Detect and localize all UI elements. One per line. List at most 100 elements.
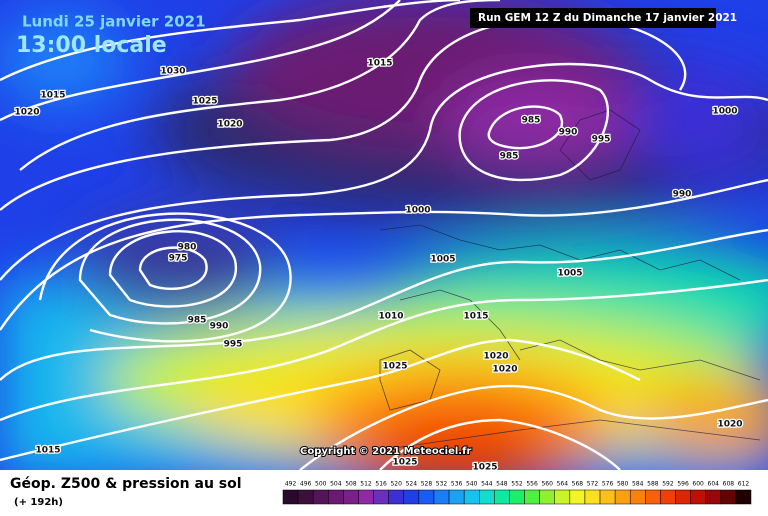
time-label: 13:00 locale bbox=[16, 33, 167, 58]
scale-label: 536 bbox=[451, 481, 463, 488]
isobar-label: 1015 bbox=[463, 312, 488, 322]
scale-label: 544 bbox=[481, 481, 493, 488]
scale-swatch bbox=[312, 489, 329, 505]
scale-swatch bbox=[463, 489, 480, 505]
isobar-label: 980 bbox=[178, 243, 197, 253]
scale-label: 556 bbox=[526, 481, 538, 488]
scale-swatch bbox=[584, 489, 601, 505]
scale-label: 516 bbox=[375, 481, 387, 488]
scale-swatch bbox=[479, 489, 495, 505]
isobar-label: 1025 bbox=[472, 463, 497, 473]
isobar-label: 985 bbox=[188, 316, 207, 326]
scale-label: 588 bbox=[647, 481, 659, 488]
scale-swatch bbox=[524, 489, 540, 505]
date-label: Lundi 25 janvier 2021 bbox=[22, 13, 206, 31]
scale-label: 596 bbox=[677, 481, 689, 488]
isobar-label: 990 bbox=[559, 128, 578, 138]
scale-swatch bbox=[629, 489, 646, 505]
footer-title: Géop. Z500 & pression au sol bbox=[10, 476, 242, 492]
scale-swatch bbox=[373, 489, 389, 505]
scale-label: 528 bbox=[421, 481, 433, 488]
isobar-label: 1020 bbox=[14, 108, 39, 118]
isobar-label: 1020 bbox=[217, 120, 242, 130]
scale-swatch bbox=[418, 489, 435, 505]
isobar-label: 990 bbox=[210, 322, 229, 332]
scale-label: 548 bbox=[496, 481, 508, 488]
scale-swatch bbox=[690, 489, 706, 505]
isobar-label: 1025 bbox=[392, 458, 417, 468]
scale-swatch bbox=[554, 489, 571, 505]
isobars bbox=[0, 0, 768, 470]
scale-swatch bbox=[282, 489, 299, 505]
scale-label: 492 bbox=[285, 481, 297, 488]
scale-swatch bbox=[328, 489, 344, 505]
isobar-label: 1010 bbox=[378, 312, 403, 322]
scale-swatch bbox=[297, 489, 314, 505]
scale-swatch bbox=[403, 489, 420, 505]
scale-swatch bbox=[343, 489, 359, 505]
scale-swatch bbox=[448, 489, 465, 505]
isobar-label: 1025 bbox=[192, 97, 217, 107]
isobar-label: 985 bbox=[500, 152, 519, 162]
scale-label: 496 bbox=[300, 481, 312, 488]
scale-label: 592 bbox=[662, 481, 674, 488]
scale-label: 568 bbox=[572, 481, 584, 488]
scale-label: 524 bbox=[406, 481, 418, 488]
scale-swatch bbox=[599, 489, 616, 505]
scale-swatch bbox=[494, 489, 510, 505]
scale-label: 604 bbox=[708, 481, 720, 488]
field bbox=[0, 0, 768, 470]
isobar-label: 1020 bbox=[492, 365, 517, 375]
isobar-label: 1005 bbox=[430, 255, 455, 265]
scale-label: 500 bbox=[315, 481, 327, 488]
copyright: Copyright © 2021 Meteociel.fr bbox=[300, 446, 471, 457]
scale-label: 552 bbox=[511, 481, 523, 488]
isobar-label: 995 bbox=[592, 135, 611, 145]
isobar-label: 985 bbox=[522, 116, 541, 126]
isobar-label: 1005 bbox=[557, 269, 582, 279]
scale-swatch bbox=[645, 489, 661, 505]
scale-label: 532 bbox=[436, 481, 448, 488]
isobar-label: 1015 bbox=[367, 59, 392, 69]
scale-label: 600 bbox=[692, 481, 704, 488]
scale-label: 572 bbox=[587, 481, 599, 488]
isobar-label: 1030 bbox=[160, 67, 185, 77]
isobar-label: 990 bbox=[673, 190, 692, 200]
scale-swatch bbox=[614, 489, 631, 505]
scale-swatch bbox=[720, 489, 737, 505]
scale-swatch bbox=[433, 489, 450, 505]
scale-swatch bbox=[358, 489, 374, 505]
footer-lead: (+ 192h) bbox=[14, 497, 63, 508]
isobar-label: 1000 bbox=[405, 206, 430, 216]
scale-label: 612 bbox=[738, 481, 750, 488]
scale-label: 608 bbox=[723, 481, 735, 488]
scale-swatch bbox=[388, 489, 405, 505]
isobar-label: 1015 bbox=[35, 446, 60, 456]
scale-label: 584 bbox=[632, 481, 644, 488]
scale-swatch bbox=[569, 489, 586, 505]
scale-swatch bbox=[539, 489, 555, 505]
isobar-label: 1020 bbox=[483, 352, 508, 362]
scale-label: 560 bbox=[541, 481, 553, 488]
isobar-label: 1025 bbox=[382, 362, 407, 372]
scale-label: 540 bbox=[466, 481, 478, 488]
scale-label: 512 bbox=[360, 481, 372, 488]
scale-swatch bbox=[705, 489, 722, 505]
isobar-label: 1015 bbox=[40, 91, 65, 101]
scale-label: 576 bbox=[602, 481, 614, 488]
scale-label: 580 bbox=[617, 481, 629, 488]
isobar-label: 1020 bbox=[717, 420, 742, 430]
isobar-label: 995 bbox=[224, 340, 243, 350]
scale-swatch bbox=[660, 489, 676, 505]
isobar-label: 975 bbox=[169, 254, 188, 264]
scale-label: 508 bbox=[345, 481, 357, 488]
scale-label: 504 bbox=[330, 481, 342, 488]
scale-swatch bbox=[675, 489, 691, 505]
scale-swatch bbox=[735, 489, 752, 505]
scale-label: 520 bbox=[390, 481, 402, 488]
run-box bbox=[470, 8, 716, 28]
scale-label: 564 bbox=[557, 481, 569, 488]
scale-swatch bbox=[509, 489, 525, 505]
